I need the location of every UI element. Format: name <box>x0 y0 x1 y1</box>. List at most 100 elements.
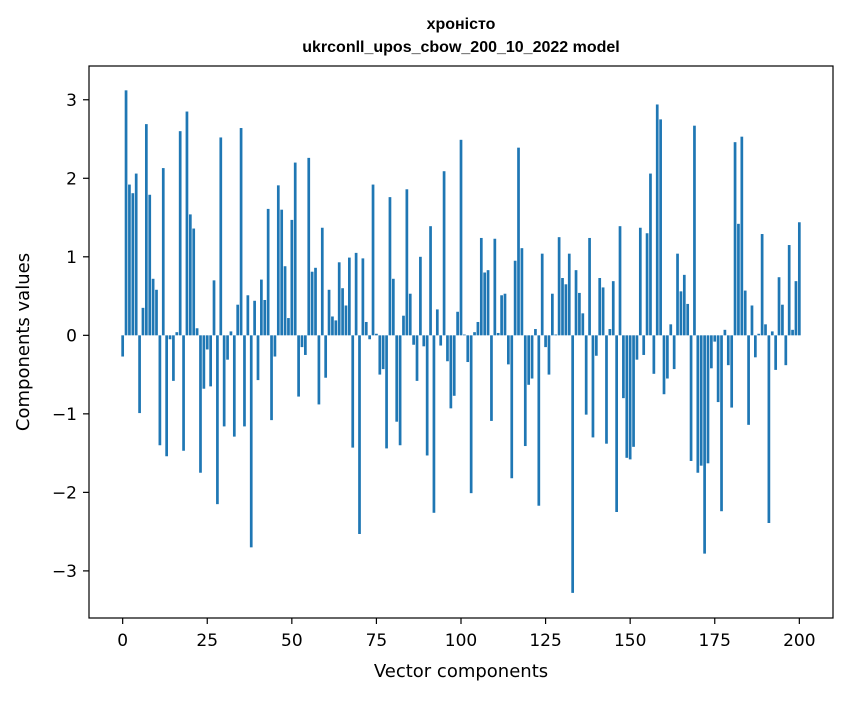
bar <box>679 291 683 336</box>
bar <box>141 307 145 336</box>
bar <box>520 248 524 336</box>
bar <box>192 228 196 336</box>
plot-area-frame <box>88 65 834 619</box>
bar <box>158 335 162 446</box>
bar <box>165 335 168 457</box>
bar <box>608 329 612 336</box>
bar <box>337 262 341 336</box>
bar <box>594 335 598 356</box>
bar <box>723 329 727 336</box>
bar <box>226 335 229 360</box>
bar <box>469 335 473 494</box>
bar <box>449 335 453 409</box>
x-tick-label: 50 <box>281 631 303 651</box>
bar <box>391 278 395 336</box>
bar <box>266 208 270 336</box>
bar <box>361 258 365 336</box>
bar <box>161 168 165 336</box>
bar <box>375 333 378 336</box>
x-tick-label: 200 <box>783 631 815 651</box>
bar <box>459 139 463 336</box>
bar <box>757 333 761 336</box>
x-tick-label: 0 <box>117 631 128 651</box>
bar <box>733 142 737 336</box>
bar <box>415 335 419 381</box>
bar <box>364 321 368 336</box>
bar <box>385 335 388 449</box>
bar <box>297 335 300 397</box>
bar <box>774 335 778 370</box>
x-tick-label: 175 <box>699 631 731 651</box>
y-tick-label: 0 <box>66 326 77 346</box>
bar <box>689 335 693 461</box>
bar <box>632 335 635 447</box>
bar <box>726 335 730 366</box>
bar <box>669 324 673 336</box>
bar <box>517 147 520 336</box>
bar <box>513 260 517 336</box>
bar <box>584 335 588 415</box>
bar <box>486 270 490 336</box>
bar <box>530 335 534 379</box>
bar <box>232 335 236 437</box>
bar <box>212 280 216 336</box>
y-axis-ticks: 3 2 1 0 −1 −2 −3 <box>52 91 89 582</box>
bar <box>134 173 138 336</box>
bar <box>720 335 723 512</box>
bar <box>750 305 754 336</box>
bar <box>422 335 426 347</box>
bar <box>557 237 561 336</box>
x-axis-ticks: 0 25 50 75 100 125 150 175 200 <box>117 618 816 651</box>
x-tick-label: 100 <box>445 631 477 651</box>
bar <box>304 335 307 355</box>
bar <box>205 335 209 350</box>
y-tick-label: −3 <box>52 562 77 582</box>
bar <box>175 332 179 336</box>
bar <box>551 293 554 336</box>
bar <box>754 335 757 358</box>
bar <box>770 331 774 336</box>
bar <box>503 293 507 336</box>
bar <box>537 335 541 506</box>
bar <box>368 335 372 340</box>
bar <box>236 304 240 336</box>
y-tick-label: 3 <box>66 91 77 111</box>
bar <box>138 335 141 414</box>
bar <box>598 278 602 336</box>
bar <box>253 300 256 336</box>
bar <box>280 209 284 336</box>
bar <box>466 335 470 363</box>
bar <box>777 277 781 336</box>
bar <box>239 128 243 336</box>
bar <box>128 184 131 336</box>
bar <box>260 279 263 336</box>
bar <box>676 253 679 336</box>
bar <box>601 287 605 336</box>
bar <box>148 194 152 336</box>
bar <box>425 335 429 456</box>
bar <box>483 272 487 336</box>
bar <box>507 335 510 365</box>
bar <box>178 131 182 336</box>
bar <box>652 335 656 374</box>
bar <box>743 290 747 336</box>
bar <box>249 335 253 548</box>
bar <box>784 335 788 366</box>
x-tick-label: 75 <box>366 631 388 651</box>
bar <box>219 137 223 336</box>
bar <box>638 227 642 336</box>
bar <box>479 237 483 336</box>
bar <box>182 335 185 451</box>
bar <box>408 293 412 336</box>
bar <box>642 335 646 355</box>
bar <box>256 335 260 381</box>
bar <box>290 219 294 336</box>
bar <box>716 335 720 403</box>
bar <box>442 171 446 336</box>
bar <box>222 335 226 427</box>
bar <box>655 104 659 336</box>
bar <box>682 274 686 336</box>
bar <box>760 234 764 336</box>
bar <box>287 318 290 336</box>
